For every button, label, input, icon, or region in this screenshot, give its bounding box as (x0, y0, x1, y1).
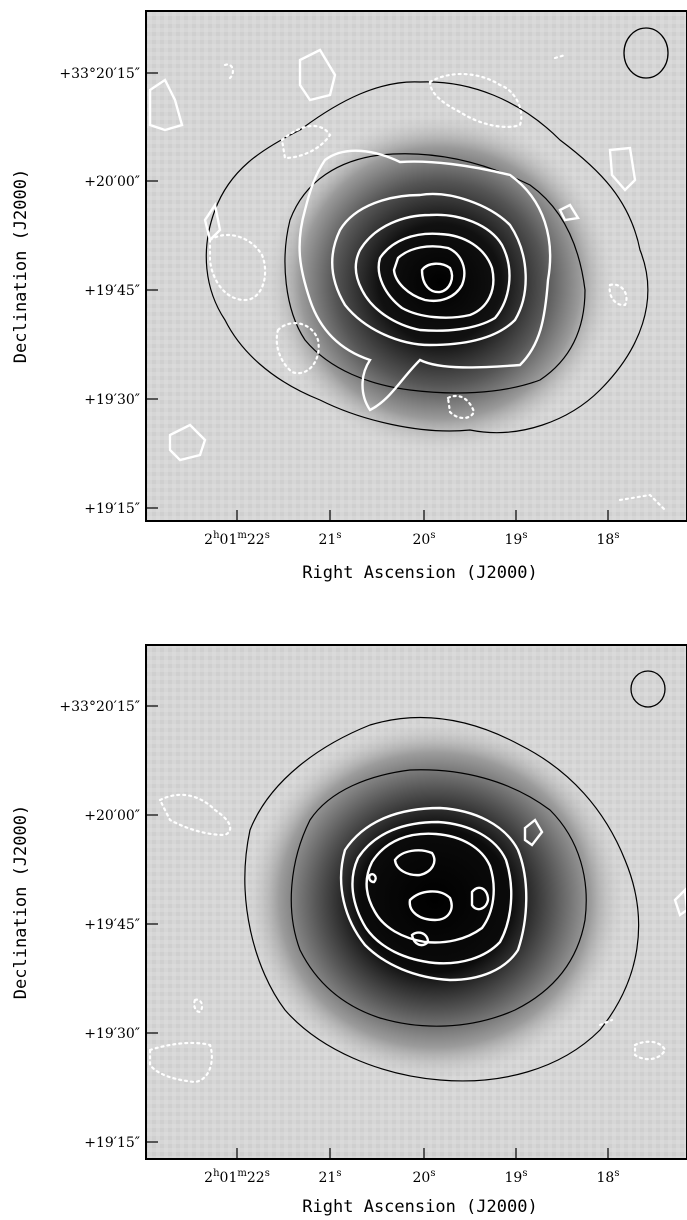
ra-label-2: 21s (319, 1168, 342, 1186)
dec-label-3: +19′45″ (84, 917, 140, 933)
ra-label-2: 21s (319, 530, 342, 548)
ra-label-1: 2h01m22s (204, 1168, 270, 1186)
ra-label-5: 18s (597, 1168, 620, 1186)
panel-top: +33°20′15″ +20′00″ +19′45″ +19′30″ +19′1… (11, 11, 687, 583)
ra-label-4: 19s (505, 530, 528, 548)
ra-label-5: 18s (597, 530, 620, 548)
dec-label-5: +19′15″ (84, 1135, 140, 1151)
ra-label-1: 2h01m22s (204, 530, 270, 548)
image-bottom (146, 645, 687, 1159)
dec-label-4: +19′30″ (84, 392, 140, 408)
dec-label-1: +33°20′15″ (59, 66, 140, 82)
dec-label-3: +19′45″ (84, 283, 140, 299)
dec-label-4: +19′30″ (84, 1026, 140, 1042)
dec-label-5: +19′15″ (84, 501, 140, 517)
dec-label-2: +20′00″ (84, 174, 140, 190)
y-axis-title: Declination (J2000) (11, 805, 31, 999)
x-axis-title: Right Ascension (J2000) (302, 1197, 537, 1217)
ra-label-3: 20s (413, 1168, 436, 1186)
panel-bottom: +33°20′15″ +20′00″ +19′45″ +19′30″ +19′1… (11, 645, 687, 1217)
ra-label-4: 19s (505, 1168, 528, 1186)
x-axis-title: Right Ascension (J2000) (302, 563, 537, 583)
ra-label-3: 20s (413, 530, 436, 548)
dec-label-1: +33°20′15″ (59, 699, 140, 715)
dec-label-2: +20′00″ (84, 808, 140, 824)
image-top (146, 11, 687, 521)
y-axis-title: Declination (J2000) (11, 169, 31, 363)
